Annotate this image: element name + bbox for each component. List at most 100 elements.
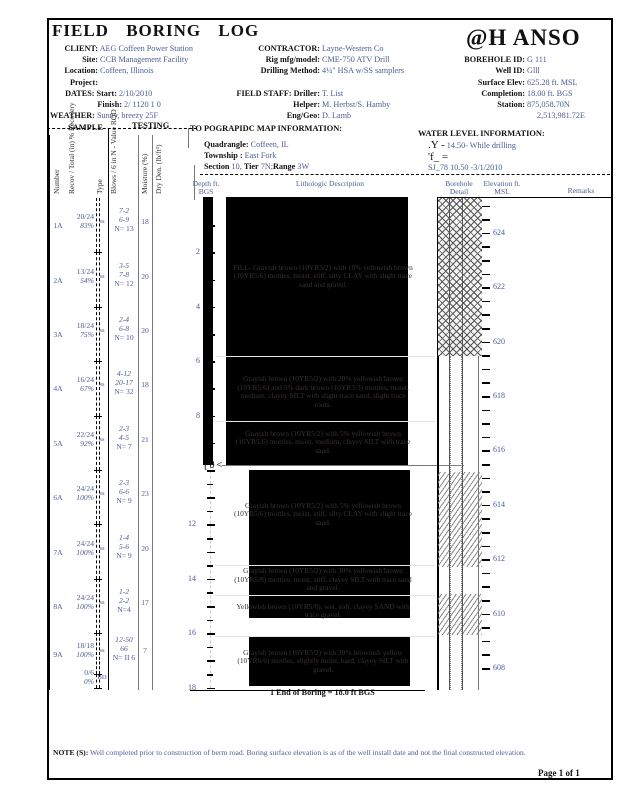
location-value: Coffeen, Illinois	[100, 66, 154, 75]
sample-recovery-percent: 100%	[76, 493, 94, 503]
label: Quadrangle:	[204, 140, 249, 149]
left-thick-rule	[47, 135, 50, 690]
helper-value: M. Herbst/S. Hamby	[322, 100, 391, 109]
elevation-tick	[482, 559, 490, 561]
label: CLIENT:	[64, 44, 98, 53]
elevation-tick	[482, 436, 490, 439]
depth-tick	[207, 374, 213, 377]
client-value: AEG Coffeen Power Station	[99, 44, 193, 53]
moisture-value: 20	[141, 326, 149, 335]
label: Drilling Method:	[260, 66, 320, 75]
station-easting: 2,513,981.72E	[537, 111, 585, 120]
drilling-method-row: Drilling Method: 4¼" HSA w/SS samplers	[200, 66, 404, 75]
lithologic-description: Grayish brown (10YR5/2) with 30% yellowi…	[234, 566, 412, 593]
elevation-label: 622	[493, 282, 505, 292]
sample-number: 6A	[53, 493, 63, 503]
lithologic-description: Grayish brown (10YR5/2) with 20% yellowi…	[237, 374, 409, 409]
blow-counts: 20-17	[115, 378, 133, 388]
sample-boundary	[94, 633, 102, 635]
township-value: East Fork	[244, 151, 277, 160]
sample-number: 2A	[53, 275, 63, 285]
depth-tick	[207, 497, 215, 499]
col-borehole: Borehole Detail	[445, 179, 473, 196]
start-date-row: DATES: Start: 2/10/2010	[52, 89, 152, 98]
redaction-block	[249, 636, 410, 686]
blow-counts: 7-2	[118, 206, 130, 216]
sampler-interval	[96, 633, 100, 674]
driller-value: T. List	[321, 89, 344, 98]
elevation-tick	[482, 613, 490, 616]
sample-boundary	[94, 415, 102, 417]
depth-tick	[207, 483, 213, 486]
blow-counts: 4-5	[118, 432, 130, 442]
sampler-interval	[96, 252, 100, 307]
column-divider	[188, 128, 189, 148]
sample-number: 9A	[53, 649, 63, 659]
sample-heading: SAMPLE	[68, 123, 103, 132]
sample-number: 5A	[53, 438, 63, 448]
sample-number: 4A	[53, 384, 63, 394]
depth-tick	[207, 442, 215, 445]
water-heading: WATER LEVEL INFORMATION:	[418, 129, 545, 138]
notes: NOTE (S): Well completed prior to constr…	[53, 748, 526, 757]
depth-tick	[207, 402, 213, 404]
sample-recovery: 20/24	[76, 212, 94, 222]
elevation-tick	[482, 368, 490, 371]
elevation-tick	[482, 341, 490, 344]
n-value: N= 9	[116, 496, 132, 506]
sample-number: 1A	[53, 221, 63, 231]
elevation-tick	[482, 287, 490, 289]
blow-counts: 7-8	[118, 269, 130, 279]
sample-recovery-percent: 100%	[76, 547, 94, 557]
station-row: Station: 875,058.70N	[440, 100, 570, 109]
layer-boundary	[215, 464, 435, 466]
elevation-tick	[482, 260, 490, 262]
depth-label: 2	[196, 247, 200, 257]
township-row: Township : East Fork	[204, 151, 276, 160]
depth-tick	[207, 334, 215, 336]
well-screen	[450, 356, 462, 690]
depth-label: 16	[188, 628, 196, 638]
finish-date-value: 2/ 1120 1 0	[124, 100, 161, 109]
label: Well ID:	[495, 66, 525, 75]
water-level-value: 10.50 -3/1/2010	[450, 163, 503, 172]
moisture-value: 17	[141, 598, 149, 607]
elevation-tick	[482, 600, 490, 602]
elevation-tick	[482, 300, 490, 303]
sampler-interval	[96, 361, 100, 416]
rig-value: CME-750 ATV Drill	[322, 55, 390, 64]
sample-boundary	[94, 687, 102, 689]
elevation-tick	[482, 586, 490, 588]
site-row: Site: CCB Management Facility	[52, 55, 188, 64]
header-separator	[47, 128, 197, 129]
depth-tick	[207, 646, 213, 649]
blow-counts: 5-6	[118, 541, 130, 551]
sample-number: 3A	[53, 330, 63, 339]
water-level-row: .Y - 14.50- While drilling	[428, 139, 516, 151]
blow-counts: 12-50	[115, 634, 133, 644]
well-casing	[462, 198, 463, 690]
weather-row: WEATHER: Sunny, breezy 25F	[50, 111, 158, 120]
sample-type: ss	[99, 381, 105, 389]
station-value: 875,058.70N	[527, 100, 570, 109]
sampler-interval	[96, 306, 100, 362]
column-divider	[152, 135, 153, 690]
elevation-tick	[482, 668, 490, 670]
sample-type: ss	[99, 544, 105, 552]
column-divider	[194, 165, 195, 200]
blow-counts: 3-5	[118, 260, 130, 270]
elevation-label: 608	[493, 663, 505, 673]
elevation-label: 618	[493, 391, 505, 401]
note-text: Well completed prior to construction of …	[90, 748, 526, 757]
rig-row: Rig mfg/model: CME-750 ATV Drill	[200, 55, 390, 64]
depth-tick	[207, 619, 213, 622]
quadrangle-row: Quadrangle: Coffeen, IL	[204, 140, 289, 149]
completion-value: 18.00 ft. BGS	[527, 89, 573, 98]
blow-counts: 6-8	[118, 324, 130, 333]
elevation-tick	[482, 273, 490, 276]
label: Surface Elev:	[477, 78, 525, 87]
location-row: Location: Coffeen, Illinois	[52, 66, 154, 75]
surface-elev-value: 625.28 ft. MSL	[527, 78, 578, 87]
depth-label: 18	[188, 682, 196, 692]
depth-label: 6	[196, 356, 200, 366]
